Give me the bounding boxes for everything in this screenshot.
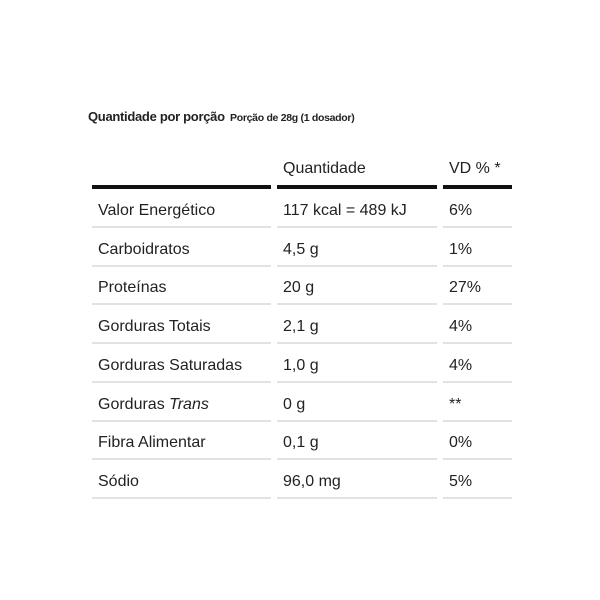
header-nutrient-label <box>92 160 98 177</box>
serving-title: Quantidade por porção Porção de 28g (1 d… <box>88 109 355 124</box>
table-row: Sódio 96,0 mg 5% <box>0 462 600 501</box>
nutrient-vd: 27% <box>443 268 512 306</box>
table-row: Gorduras Saturadas 1,0 g 4% <box>0 346 600 385</box>
header-vd: VD % * <box>443 160 512 178</box>
header-quantity-label: Quantidade <box>283 160 366 177</box>
header-divider <box>277 185 437 189</box>
header-vd-label: VD % * <box>449 160 501 177</box>
serving-size: Porção de 28g (1 dosador) <box>230 112 355 124</box>
nutrient-name-italic: Trans <box>169 395 209 413</box>
nutrient-name-text: Gorduras Saturadas <box>98 356 243 374</box>
nutrient-name-text: Sódio <box>98 472 139 490</box>
nutrient-name: Valor Energético <box>92 191 271 228</box>
nutrient-vd: 4% <box>443 346 512 383</box>
nutrient-name: Gorduras Trans <box>92 385 271 422</box>
nutrient-name: Sódio <box>92 462 271 499</box>
nutrient-vd: 4% <box>443 307 512 345</box>
nutrient-amount: 4,5 g <box>277 230 437 267</box>
nutrient-name-text: Fibra Alimentar <box>98 434 206 452</box>
header-nutrient <box>92 160 271 178</box>
nutrient-vd: 0% <box>443 423 512 461</box>
nutrient-amount: 1,0 g <box>277 346 437 383</box>
title-main: Quantidade por porção <box>88 109 225 124</box>
nutrient-amount: 0,1 g <box>277 423 437 461</box>
table-row: Gorduras Trans 0 g ** <box>0 385 600 424</box>
nutrient-name: Gorduras Totais <box>92 307 271 345</box>
nutrient-name: Proteínas <box>92 268 271 306</box>
nutrient-vd: 1% <box>443 230 512 267</box>
nutrient-name-text: Carboidratos <box>98 240 190 258</box>
table-row: Gorduras Totais 2,1 g 4% <box>0 307 600 346</box>
table-row: Fibra Alimentar 0,1 g 0% <box>0 423 600 462</box>
nutrient-amount: 0 g <box>277 385 437 422</box>
header-divider <box>443 185 512 189</box>
nutrient-amount: 117 kcal = 489 kJ <box>277 191 437 228</box>
nutrient-amount: 20 g <box>277 268 437 306</box>
nutrient-name: Fibra Alimentar <box>92 423 271 461</box>
nutrient-name-text: Gorduras Totais <box>98 318 211 336</box>
nutrient-vd: 5% <box>443 462 512 499</box>
nutrient-vd: ** <box>443 385 512 422</box>
nutrient-name: Gorduras Saturadas <box>92 346 271 383</box>
nutrient-name-text: Proteínas <box>98 279 167 297</box>
nutrient-amount: 2,1 g <box>277 307 437 345</box>
header-divider <box>92 185 271 189</box>
table-row: Carboidratos 4,5 g 1% <box>0 230 600 269</box>
header-quantity: Quantidade <box>277 160 437 178</box>
table-row: Valor Energético 117 kcal = 489 kJ 6% <box>0 191 600 230</box>
nutrient-vd: 6% <box>443 191 512 228</box>
nutrient-amount: 96,0 mg <box>277 462 437 499</box>
nutrient-name-text: Valor Energético <box>98 202 216 219</box>
table-row: Proteínas 20 g 27% <box>0 268 600 307</box>
nutrient-name-text: Gorduras <box>98 395 170 413</box>
nutrient-name: Carboidratos <box>92 230 271 267</box>
